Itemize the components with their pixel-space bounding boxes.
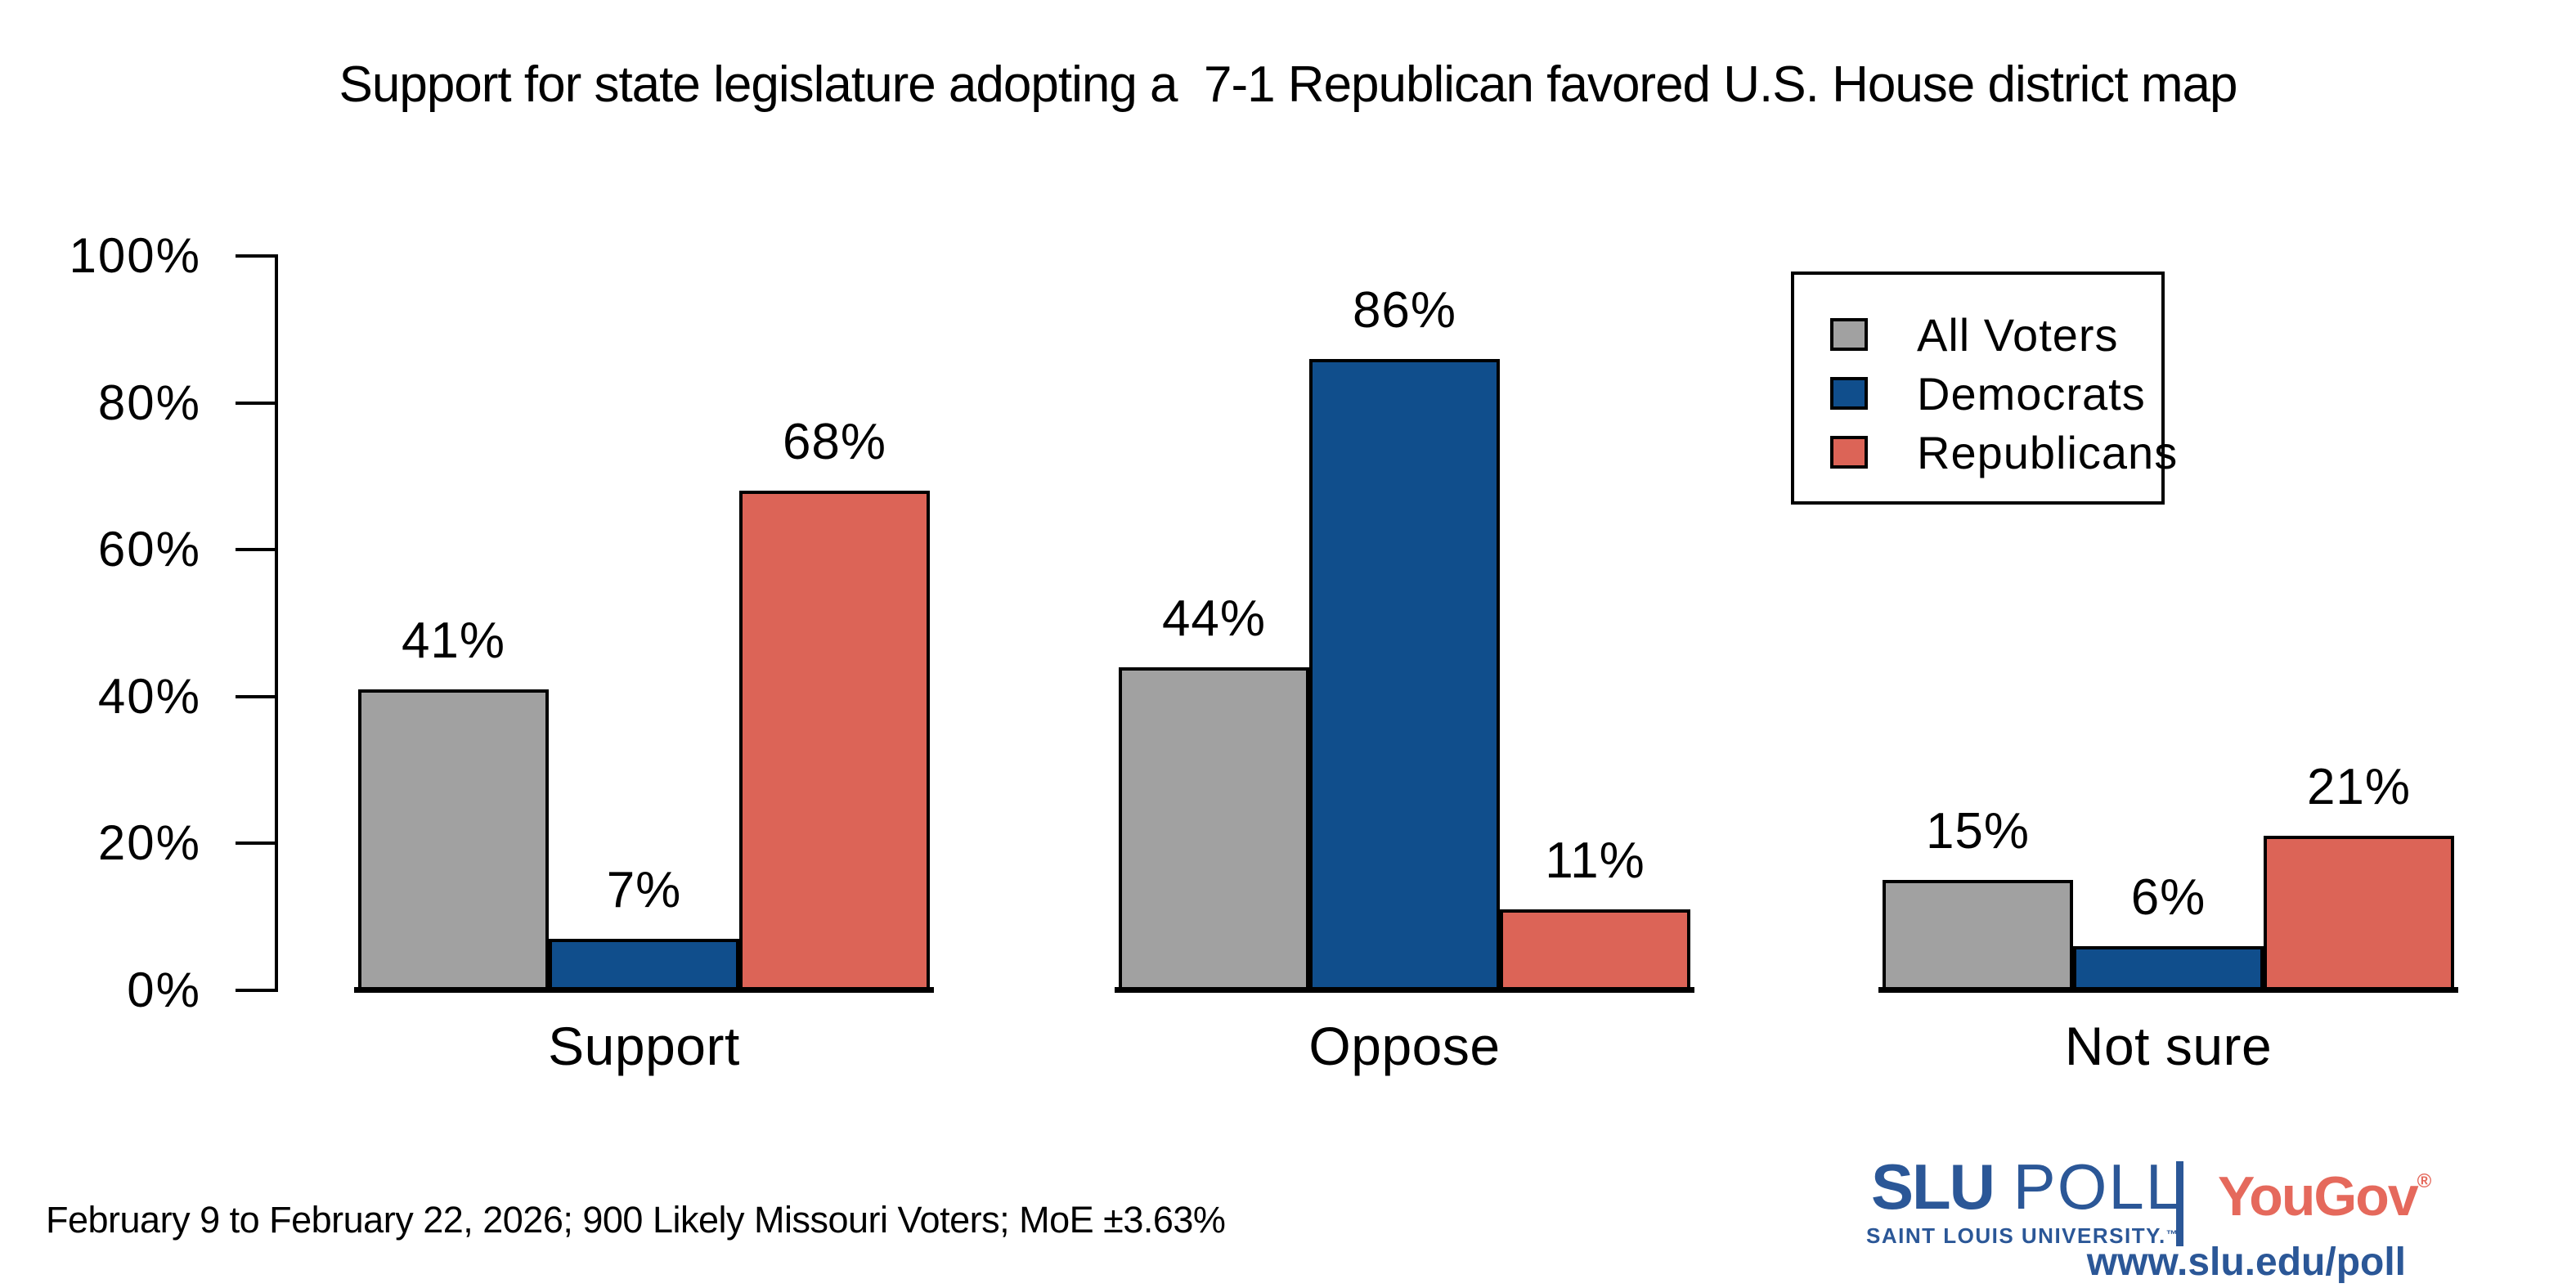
y-axis-tick xyxy=(236,989,276,992)
legend-item: Republicans xyxy=(1830,427,2177,478)
bar xyxy=(1883,880,2073,990)
y-axis-tick-label: 80% xyxy=(97,375,201,430)
y-axis-tick xyxy=(236,401,276,405)
legend-item-label: All Voters xyxy=(1917,308,2119,361)
bar-value-label: 41% xyxy=(401,613,506,669)
footnote: February 9 to February 22, 2026; 900 Lik… xyxy=(46,1199,1226,1241)
bar xyxy=(2264,836,2454,990)
bar-group: 41% 7% 68% Support xyxy=(354,256,934,1076)
group-baseline xyxy=(354,987,934,993)
y-axis-tick xyxy=(236,694,276,698)
bar-value-label: 44% xyxy=(1161,590,1267,647)
legend-swatch xyxy=(1830,436,1868,469)
bar xyxy=(2073,946,2264,990)
chart-title: Support for state legislature adopting a… xyxy=(339,56,2238,113)
bar-value-label: 86% xyxy=(1352,282,1457,339)
saint-louis-university-text: SAINT LOUIS UNIVERSITY.™ xyxy=(1866,1223,2179,1248)
bar-value-label: 7% xyxy=(606,862,682,918)
y-axis-line xyxy=(275,254,278,992)
registered-symbol: ® xyxy=(2417,1170,2432,1192)
bar xyxy=(739,491,930,990)
poll-logo-text: POLL xyxy=(2013,1151,2183,1223)
bar xyxy=(1119,667,1309,990)
trademark-symbol: ™ xyxy=(2165,1227,2179,1241)
bar-group: 44% 86% 11% Oppose xyxy=(1115,256,1694,1076)
slu-logo-text: SLU xyxy=(1871,1151,1995,1223)
bar-group: 15% 6% 21% Not sure xyxy=(1878,256,2458,1076)
y-axis-tick xyxy=(236,254,276,258)
branding: SLU POLL SAINT LOUIS UNIVERSITY.™ YouGov… xyxy=(1866,1151,2530,1284)
y-axis-tick-label: 60% xyxy=(97,522,201,577)
y-axis-tick xyxy=(236,841,276,846)
yougov-logo: YouGov® xyxy=(2218,1165,2432,1227)
chart-legend: All Voters Democrats Republicans xyxy=(1791,272,2177,505)
category-label: Oppose xyxy=(1308,1016,1501,1076)
bar-value-label: 68% xyxy=(782,414,887,470)
bar xyxy=(1500,909,1690,990)
bar-value-label: 15% xyxy=(1925,803,2031,859)
bar xyxy=(358,689,549,990)
legend-item-label: Democrats xyxy=(1917,367,2146,420)
y-axis-tick-label: 100% xyxy=(69,228,201,283)
y-axis-tick xyxy=(236,548,276,552)
slu-poll-logo: SLU POLL xyxy=(1871,1151,2183,1241)
y-axis-tick-label: 20% xyxy=(97,815,201,871)
bar-value-label: 6% xyxy=(2130,869,2206,926)
slu-poll-url: www.slu.edu/poll xyxy=(2086,1241,2406,1284)
legend-swatch xyxy=(1830,377,1868,410)
group-baseline xyxy=(1115,987,1694,993)
legend-item-label: Republicans xyxy=(1917,426,2179,478)
legend-item: All Voters xyxy=(1830,309,2161,361)
category-label: Not sure xyxy=(2064,1016,2273,1076)
legend-swatch xyxy=(1830,318,1868,351)
y-axis-tick-label: 0% xyxy=(127,963,201,1017)
y-axis-tick-label: 40% xyxy=(97,668,201,724)
bar-value-label: 11% xyxy=(1545,832,1645,889)
logo-separator-bar xyxy=(2176,1161,2183,1246)
category-label: Support xyxy=(548,1016,740,1076)
group-baseline xyxy=(1878,987,2458,993)
legend-item: Democrats xyxy=(1830,368,2161,420)
bar xyxy=(1309,359,1500,990)
bar-value-label: 21% xyxy=(2306,759,2412,815)
bar xyxy=(549,939,739,990)
